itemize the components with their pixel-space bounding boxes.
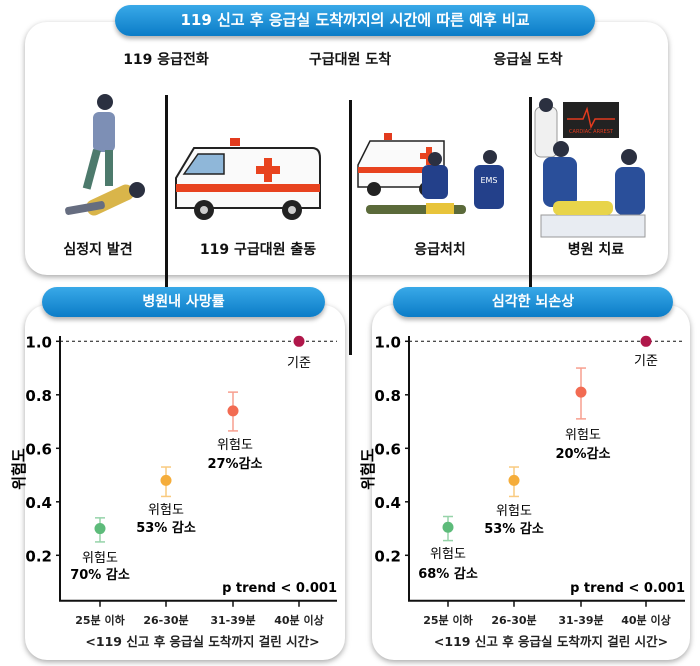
data-point: [160, 474, 172, 486]
x-tick-label: 26-30분: [143, 614, 188, 627]
y-tick-label: 1.0: [25, 333, 52, 351]
y-tick-label: 0.4: [374, 494, 401, 512]
mortality-chart-title: 병원내 사망률: [42, 287, 325, 317]
point-annotation: 기준: [287, 356, 311, 371]
x-tick-label: 31-39분: [210, 614, 255, 627]
y-axis-label: 위험도: [10, 448, 28, 490]
ems-text: EMS: [480, 176, 497, 185]
point-annotation: 위험도: [217, 438, 253, 453]
point-annotation: 기준: [634, 354, 658, 369]
stage-emergency-treatment: 응급처치: [414, 242, 466, 258]
stage-cardiac-arrest-found: 심정지 발견: [63, 242, 133, 258]
collapse-illustration: [65, 94, 145, 216]
y-tick-label: 0.6: [25, 440, 52, 458]
x-tick-label: 26-30분: [491, 614, 536, 627]
data-point: [640, 335, 652, 347]
y-axis-label: 위험도: [359, 448, 377, 490]
brain-injury-chart-title: 심각한 뇌손상: [393, 287, 673, 317]
timeline-title: 119 신고 후 응급실 도착까지의 시간에 따른 예후 비교: [115, 5, 595, 36]
data-point: [94, 523, 106, 535]
x-tick-label: 31-39분: [558, 614, 603, 627]
point-annotation: 위험도: [148, 503, 184, 518]
data-point: [293, 335, 305, 347]
data-point: [575, 386, 587, 398]
x-axis-label: <119 신고 후 응급실 도착까지 걸린 시간>: [85, 634, 319, 649]
stage-ems-dispatch: 119 구급대원 출동: [199, 242, 317, 258]
timeline-divider: [529, 97, 532, 355]
stage-hospital-treatment: 병원 치료: [567, 242, 625, 258]
point-annotation: 20%감소: [555, 447, 610, 462]
hospital-treatment-illustration: CARDIAC ARREST: [534, 98, 646, 238]
emergency-treatment-illustration: EMS: [357, 133, 504, 214]
point-annotation: 위험도: [565, 428, 601, 443]
y-tick-label: 0.2: [374, 547, 401, 565]
x-tick-label: 40분 이상: [621, 613, 671, 627]
p-trend-note: p trend < 0.001: [222, 581, 337, 596]
x-tick-label: 40분 이상: [274, 613, 324, 627]
monitor-text: CARDIAC ARREST: [569, 129, 614, 135]
milestone-119-call: 119 응급전화: [123, 52, 209, 68]
data-point: [442, 521, 454, 533]
milestone-ems-arrival: 구급대원 도착: [308, 52, 392, 68]
y-tick-label: 0.8: [374, 387, 401, 405]
mortality-chart: 0.2 0.4 0.6 0.8 1.0 위험도 25분 이하 위험도 70% 감소 26-30분 위…: [10, 333, 337, 649]
point-annotation: 위험도: [82, 551, 118, 566]
data-point: [227, 405, 239, 417]
y-tick-label: 0.4: [25, 494, 52, 512]
point-annotation: 70% 감소: [70, 568, 130, 583]
y-tick-label: 0.8: [25, 387, 52, 405]
x-tick-label: 25분 이하: [423, 613, 473, 627]
x-axis-label: <119 신고 후 응급실 도착까지 걸린 시간>: [434, 634, 668, 649]
x-tick-label: 25분 이하: [75, 613, 125, 627]
point-annotation: 53% 감소: [136, 521, 196, 536]
point-annotation: 53% 감소: [484, 522, 544, 537]
y-tick-label: 1.0: [374, 333, 401, 351]
point-annotation: 27%감소: [207, 457, 262, 472]
brain-injury-chart: 0.2 0.4 0.6 0.8 1.0 위험도 25분 이하 위험도 68% 감소 26-30분 위…: [359, 333, 685, 649]
data-point: [508, 474, 520, 486]
y-tick-label: 0.6: [374, 440, 401, 458]
milestone-er-arrival: 응급실 도착: [493, 52, 563, 68]
p-trend-note: p trend < 0.001: [570, 581, 685, 596]
point-annotation: 68% 감소: [418, 567, 478, 582]
timeline-divider: [349, 100, 352, 355]
point-annotation: 위험도: [430, 547, 466, 562]
ambulance-illustration: [175, 138, 321, 220]
point-annotation: 위험도: [496, 504, 532, 519]
timeline-divider: [165, 95, 168, 355]
y-tick-label: 0.2: [25, 547, 52, 565]
